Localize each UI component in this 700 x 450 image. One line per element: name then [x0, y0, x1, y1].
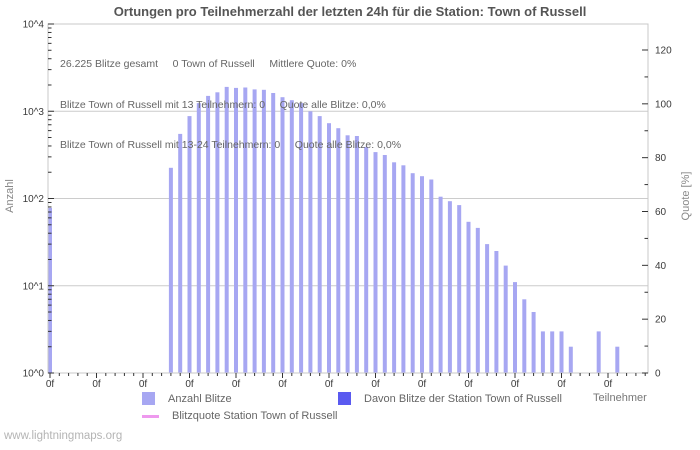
- bar: [317, 116, 322, 373]
- bar: [261, 89, 266, 374]
- bar: [485, 244, 490, 373]
- bar: [168, 167, 173, 373]
- svg-text:120: 120: [655, 46, 672, 57]
- svg-text:0f: 0f: [232, 379, 241, 390]
- legend-label: Davon Blitze der Station Town of Russell: [364, 392, 562, 405]
- bar: [420, 176, 424, 373]
- svg-text:100: 100: [655, 99, 672, 110]
- bar: [382, 155, 387, 373]
- axes-ticks: [47, 23, 649, 378]
- bar: [513, 282, 517, 373]
- svg-text:20: 20: [655, 315, 667, 326]
- svg-text:0f: 0f: [604, 379, 613, 390]
- bar: [522, 299, 527, 373]
- bar: [615, 346, 620, 373]
- bar: [550, 331, 555, 373]
- chart-title: Ortungen pro Teilnehmerzahl der letzten …: [113, 4, 587, 19]
- bar: [429, 179, 434, 373]
- legend-item-blitzquote: Blitzquote Station Town of Russell: [142, 410, 338, 422]
- svg-text:0f: 0f: [139, 379, 148, 390]
- left-axis-label: Anzahl: [4, 179, 16, 213]
- svg-text:0f: 0f: [278, 379, 287, 390]
- bars-group: [48, 86, 620, 374]
- bar: [354, 136, 359, 373]
- svg-text:0f: 0f: [185, 379, 194, 390]
- bar: [466, 221, 471, 373]
- bar: [494, 251, 499, 373]
- bar: [457, 205, 462, 373]
- bar: [196, 103, 201, 373]
- blitzquote-line-swatch-icon: [142, 414, 159, 418]
- svg-text:0f: 0f: [557, 379, 566, 390]
- bar: [336, 128, 341, 373]
- bar: [364, 146, 369, 373]
- bar: [373, 152, 378, 373]
- tick-labels: 0f 0f 0f 0f 0f 0f 0f 0f 0f 0f 0f 0f 0f 10^4 10^3 10^2 10…: [23, 20, 673, 391]
- stats-block: 26.225 Blitze gesamt 0 Town of Russell M…: [60, 31, 401, 180]
- station-blitze-swatch-icon: [338, 392, 351, 405]
- svg-text:60: 60: [655, 207, 667, 218]
- bar: [280, 97, 285, 373]
- bar: [48, 207, 52, 373]
- legend-label: Anzahl Blitze: [168, 392, 232, 405]
- svg-text:0f: 0f: [46, 379, 55, 390]
- bar: [596, 331, 601, 373]
- stats-line-3: Blitze Town of Russell mit 13-24 Teilneh…: [60, 139, 402, 151]
- legend-item-station-blitze: Davon Blitze der Station Town of Russell: [338, 392, 562, 405]
- bar: [178, 133, 183, 373]
- bar: [568, 346, 573, 373]
- bar: [559, 331, 564, 373]
- bar: [243, 87, 248, 373]
- bar: [475, 227, 480, 373]
- x-axis-label: Teilnehmer: [593, 392, 647, 404]
- bar: [447, 201, 452, 373]
- bar: [392, 162, 397, 373]
- svg-text:10^2: 10^2: [23, 194, 45, 205]
- bar: [224, 86, 229, 374]
- svg-text:0f: 0f: [92, 379, 101, 390]
- svg-text:40: 40: [655, 261, 667, 272]
- svg-text:10^4: 10^4: [23, 20, 45, 31]
- bar: [234, 87, 238, 374]
- bar: [215, 92, 220, 374]
- anzahl-blitze-swatch-icon: [142, 392, 155, 405]
- svg-text:0f: 0f: [511, 379, 520, 390]
- svg-text:80: 80: [655, 153, 667, 164]
- legend-label: Blitzquote Station Town of Russell: [172, 410, 338, 422]
- bar: [345, 135, 350, 373]
- watermark: www.lightningmaps.org: [4, 430, 123, 442]
- svg-text:0f: 0f: [325, 379, 334, 390]
- bar: [308, 111, 313, 374]
- bar: [410, 173, 415, 373]
- svg-text:0: 0: [655, 369, 661, 380]
- svg-text:10^3: 10^3: [23, 107, 45, 118]
- bar: [271, 93, 276, 373]
- svg-text:10^0: 10^0: [23, 369, 45, 380]
- right-axis-label: Quote [%]: [680, 171, 692, 221]
- svg-text:0f: 0f: [464, 379, 473, 390]
- bar: [289, 100, 294, 373]
- stats-line-2: Blitze Town of Russell mit 13 Teilnehmer…: [60, 98, 386, 111]
- bar: [206, 95, 211, 374]
- bar: [438, 196, 443, 373]
- bar: [531, 312, 536, 373]
- svg-text:0f: 0f: [418, 379, 427, 390]
- bar: [252, 89, 257, 374]
- bar: [299, 103, 304, 373]
- bar: [540, 331, 545, 373]
- stats-line-1: 26.225 Blitze gesamt 0 Town of Russell M…: [60, 58, 357, 70]
- bar: [401, 165, 406, 373]
- bar: [187, 116, 192, 373]
- svg-text:0f: 0f: [371, 379, 380, 390]
- svg-text:10^1: 10^1: [23, 281, 45, 292]
- bar: [503, 265, 508, 373]
- bar: [327, 123, 331, 373]
- legend-item-anzahl-blitze: Anzahl Blitze: [142, 392, 232, 405]
